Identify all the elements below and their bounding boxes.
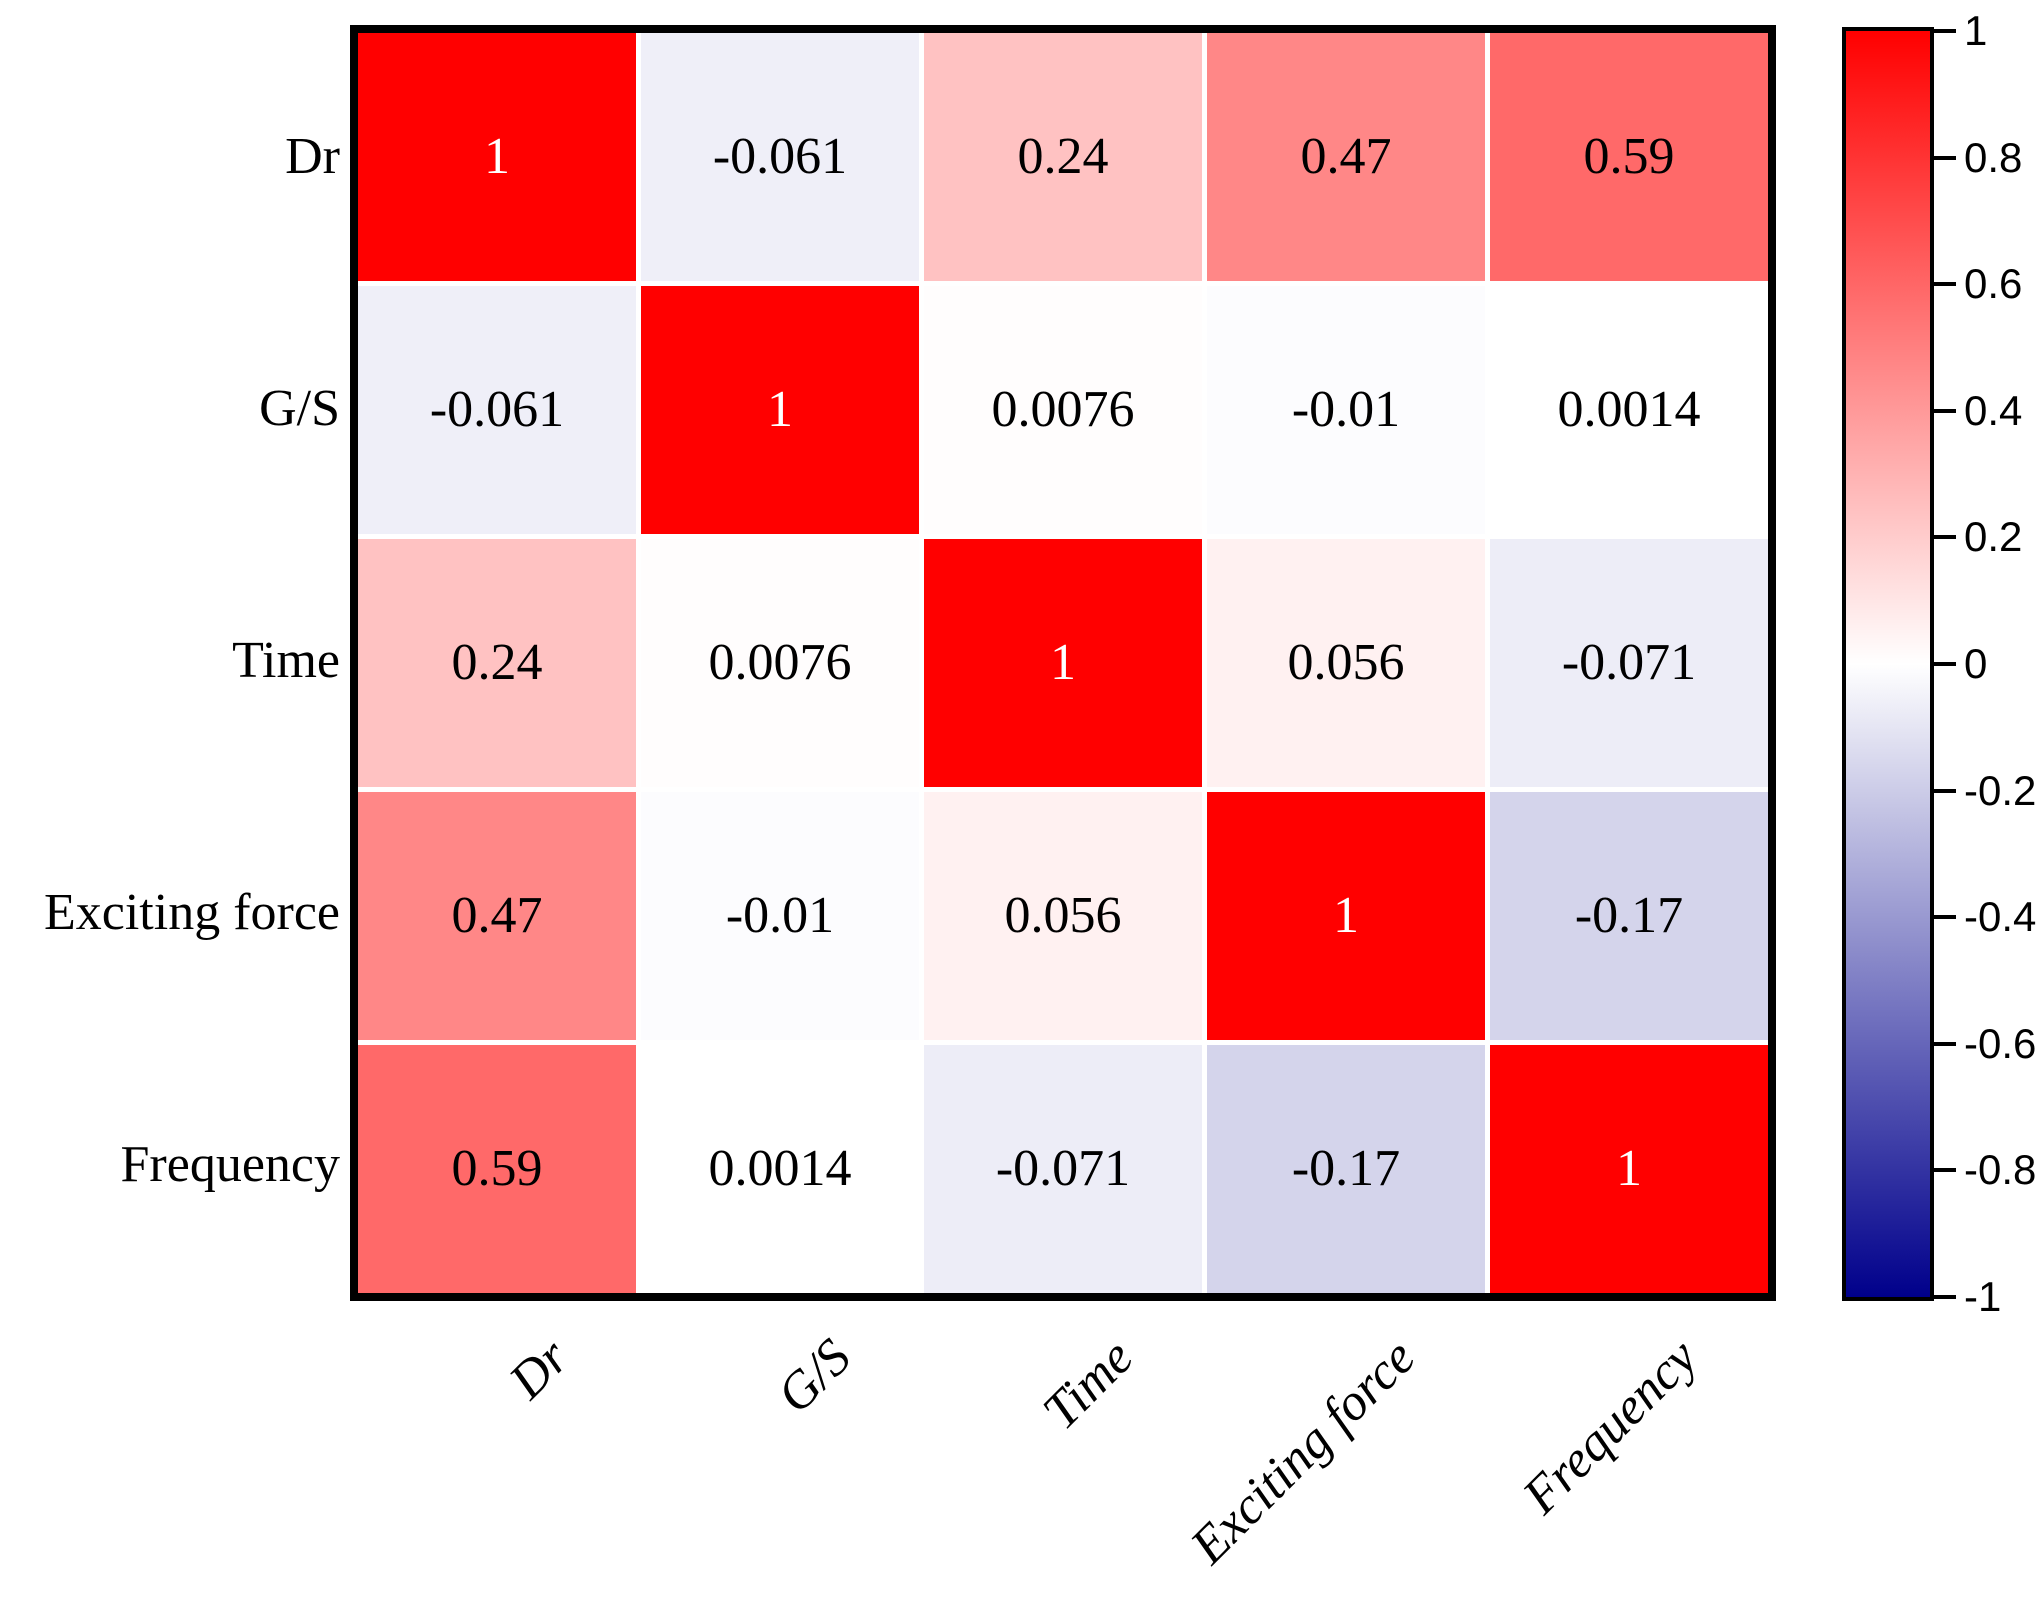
matrix-cell-dr-exciting-force: 0.47: [1207, 33, 1485, 281]
heatmap-grid: 1 -0.061 0.24 0.47 0.59 -0.061 1 0.0076 -0.01 0.0…: [358, 33, 1768, 1293]
matrix-cell-g-s-g-s: 1: [641, 286, 919, 534]
matrix-cell-value: 1: [767, 381, 793, 438]
colorbar-tick-mark: [1934, 788, 1956, 793]
matrix-cell-value: -0.01: [725, 887, 835, 944]
colorbar-tick-label-0.8: 0.8: [1964, 133, 2023, 181]
matrix-cell-value: 0.24: [1017, 128, 1109, 185]
colorbar-tick-mark: [1934, 155, 1956, 160]
matrix-cell-value: -0.061: [712, 128, 848, 185]
matrix-cell-value: -0.17: [1574, 887, 1684, 944]
colorbar-tick-mark: [1934, 1168, 1956, 1173]
x-axis-label-g-s: G/S: [766, 1328, 863, 1425]
x-axis-label-dr: Dr: [498, 1328, 581, 1410]
x-axis-label-exciting-force: Exciting force: [1179, 1328, 1427, 1575]
matrix-cell-g-s-dr: -0.061: [358, 286, 636, 534]
matrix-cell-exciting-force-dr: 0.47: [358, 792, 636, 1040]
colorbar-tick-mark: [1934, 535, 1956, 540]
colorbar-tick-mark: [1934, 282, 1956, 287]
matrix-cell-dr-frequency: 0.59: [1490, 33, 1768, 281]
matrix-cell-value: 1: [1050, 634, 1076, 691]
matrix-cell-g-s-time: 0.0076: [924, 286, 1202, 534]
x-axis-label-time: Time: [1032, 1328, 1145, 1441]
matrix-cell-frequency-exciting-force: -0.17: [1207, 1045, 1485, 1293]
matrix-cell-value: 0.056: [1287, 634, 1405, 691]
y-axis-label-g-s: G/S: [259, 380, 340, 438]
matrix-cell-value: 0.24: [451, 634, 543, 691]
matrix-cell-time-frequency: -0.071: [1490, 539, 1768, 787]
matrix-cell-value: 0.59: [1583, 128, 1675, 185]
matrix-cell-value: -0.071: [995, 1140, 1131, 1197]
matrix-cell-g-s-frequency: 0.0014: [1490, 286, 1768, 534]
matrix-cell-exciting-force-time: 0.056: [924, 792, 1202, 1040]
matrix-cell-value: 0.59: [451, 1140, 543, 1197]
y-axis-label-dr: Dr: [285, 128, 340, 186]
y-axis-label-exciting-force: Exciting force: [44, 884, 340, 942]
matrix-cell-time-dr: 0.24: [358, 539, 636, 787]
matrix-cell-value: 0.0076: [708, 634, 852, 691]
colorbar-tick-label-neg0.2: -0.2: [1964, 766, 2037, 814]
colorbar-tick-mark: [1934, 1295, 1956, 1299]
colorbar-tick-label-0: 0: [1964, 640, 1988, 687]
matrix-cell-frequency-time: -0.071: [924, 1045, 1202, 1293]
matrix-cell-value: 0.0014: [1557, 381, 1701, 438]
colorbar-tick-label-neg0.4: -0.4: [1964, 893, 2037, 941]
y-axis-label-time: Time: [232, 632, 340, 690]
heatmap-matrix-frame: 1 -0.061 0.24 0.47 0.59 -0.061 1 0.0076 -0.01 0.0…: [350, 25, 1776, 1301]
colorbar-tick-mark: [1934, 408, 1956, 413]
y-axis-label-frequency: Frequency: [120, 1136, 340, 1194]
colorbar-tick-label-0.2: 0.2: [1964, 513, 2023, 561]
colorbar-tick-label-0.6: 0.6: [1964, 260, 2023, 308]
matrix-cell-dr-time: 0.24: [924, 33, 1202, 281]
matrix-cell-value: -0.17: [1291, 1140, 1401, 1197]
matrix-cell-value: 0.47: [451, 887, 543, 944]
matrix-cell-value: 0.47: [1300, 128, 1392, 185]
colorbar-gradient: [1846, 31, 1930, 1297]
matrix-cell-value: -0.071: [1561, 634, 1697, 691]
colorbar-tick-label-neg0.6: -0.6: [1964, 1019, 2037, 1067]
matrix-cell-value: -0.061: [429, 381, 565, 438]
matrix-cell-value: -0.01: [1291, 381, 1401, 438]
colorbar-tick-mark: [1934, 29, 1956, 33]
colorbar-tick-mark: [1934, 662, 1956, 666]
matrix-cell-time-time: 1: [924, 539, 1202, 787]
colorbar-tick-mark: [1934, 1041, 1956, 1046]
matrix-cell-g-s-exciting-force: -0.01: [1207, 286, 1485, 534]
matrix-cell-value: 0.0076: [991, 381, 1135, 438]
matrix-cell-frequency-g-s: 0.0014: [641, 1045, 919, 1293]
colorbar-tick-label-0.4: 0.4: [1964, 386, 2023, 434]
matrix-cell-value: 1: [484, 128, 510, 185]
matrix-cell-time-exciting-force: 0.056: [1207, 539, 1485, 787]
matrix-cell-exciting-force-g-s: -0.01: [641, 792, 919, 1040]
matrix-cell-dr-dr: 1: [358, 33, 636, 281]
matrix-cell-frequency-frequency: 1: [1490, 1045, 1768, 1293]
colorbar: [1842, 27, 1934, 1301]
matrix-cell-value: 0.0014: [708, 1140, 852, 1197]
colorbar-tick-mark: [1934, 915, 1956, 920]
matrix-cell-value: 1: [1616, 1140, 1642, 1197]
matrix-cell-exciting-force-frequency: -0.17: [1490, 792, 1768, 1040]
matrix-cell-value: 0.056: [1004, 887, 1122, 944]
colorbar-tick-label-neg1: -1: [1964, 1273, 2002, 1320]
x-axis-label-frequency: Frequency: [1511, 1328, 1709, 1525]
matrix-cell-exciting-force-exciting-force: 1: [1207, 792, 1485, 1040]
matrix-cell-frequency-dr: 0.59: [358, 1045, 636, 1293]
colorbar-tick-label-neg0.8: -0.8: [1964, 1146, 2037, 1194]
matrix-cell-value: 1: [1333, 887, 1359, 944]
matrix-cell-dr-g-s: -0.061: [641, 33, 919, 281]
matrix-cell-time-g-s: 0.0076: [641, 539, 919, 787]
colorbar-tick-label-1: 1: [1964, 7, 1988, 54]
